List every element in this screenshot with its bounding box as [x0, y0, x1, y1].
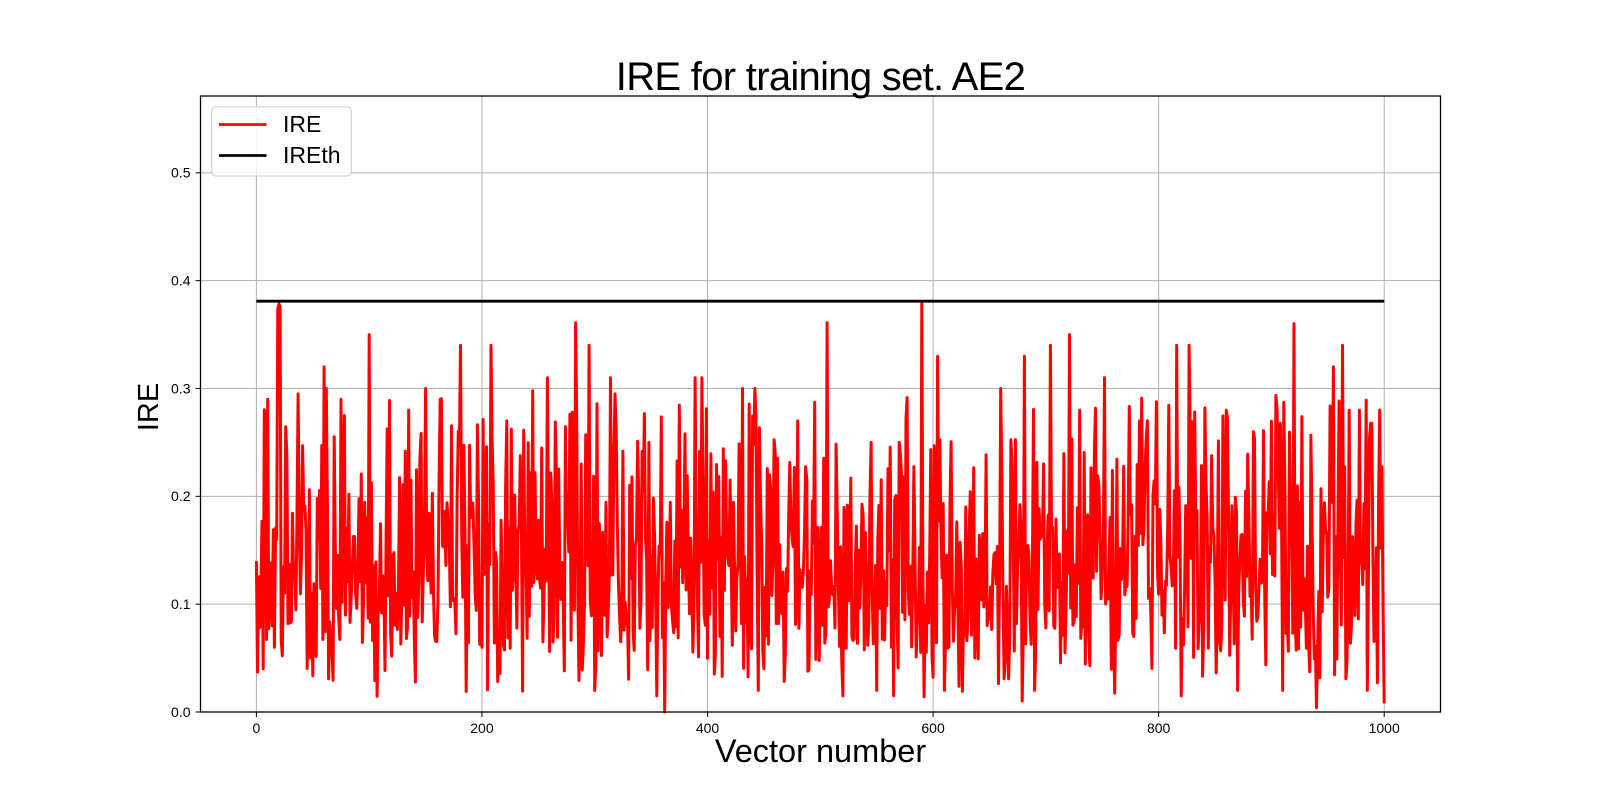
svg-text:IRE: IRE: [133, 383, 165, 431]
svg-text:0.1: 0.1: [171, 596, 191, 612]
svg-text:IRE for training set. AE2: IRE for training set. AE2: [616, 55, 1025, 99]
svg-text:800: 800: [1147, 720, 1171, 736]
svg-text:1000: 1000: [1369, 720, 1400, 736]
svg-text:400: 400: [696, 720, 720, 736]
svg-text:0.3: 0.3: [171, 380, 191, 396]
svg-text:0: 0: [253, 720, 261, 736]
svg-text:0.2: 0.2: [171, 488, 191, 504]
svg-text:600: 600: [921, 720, 945, 736]
svg-text:IREth: IREth: [283, 142, 341, 168]
svg-text:IRE: IRE: [283, 111, 321, 137]
svg-text:0.0: 0.0: [171, 704, 191, 720]
svg-text:200: 200: [470, 720, 494, 736]
svg-text:0.4: 0.4: [171, 273, 191, 289]
svg-text:Vector number: Vector number: [715, 733, 927, 769]
svg-text:0.5: 0.5: [171, 165, 191, 181]
